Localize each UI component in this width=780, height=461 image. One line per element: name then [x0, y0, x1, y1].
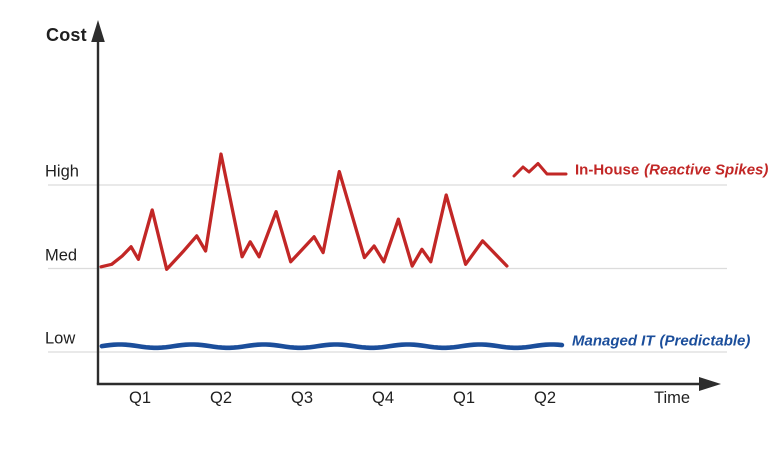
legend-managed-it-qualifier: (Predictable) — [659, 332, 751, 350]
x-tick-label-6-q2: Q2 — [533, 389, 557, 407]
legend-inhouse-qualifier: (Reactive Spikes) — [644, 161, 769, 179]
x-axis-title: Time — [654, 389, 691, 407]
x-tick-label-4-q4: Q4 — [371, 389, 395, 407]
y-tick-label-med: Med — [45, 246, 78, 264]
x-tick-label-3-q3: Q3 — [290, 389, 314, 407]
x-tick-label-5-q1: Q1 — [452, 389, 476, 407]
y-axis-title: Cost — [46, 25, 87, 45]
y-tick-label-low: Low — [45, 329, 76, 348]
reactive-spikes-line-icon — [512, 162, 568, 178]
x-tick-label-2-q2: Q2 — [209, 389, 233, 407]
y-tick-label-high: High — [45, 162, 79, 181]
legend-inhouse: In-House (Reactive Spikes) — [512, 162, 768, 179]
legend-managed-it-label: Managed IT — [572, 332, 655, 350]
legend-managed-it: Managed IT (Predictable) — [572, 333, 750, 350]
x-tick-label-1-q1: Q1 — [128, 389, 152, 407]
legend-inhouse-label: In-House — [575, 161, 640, 179]
